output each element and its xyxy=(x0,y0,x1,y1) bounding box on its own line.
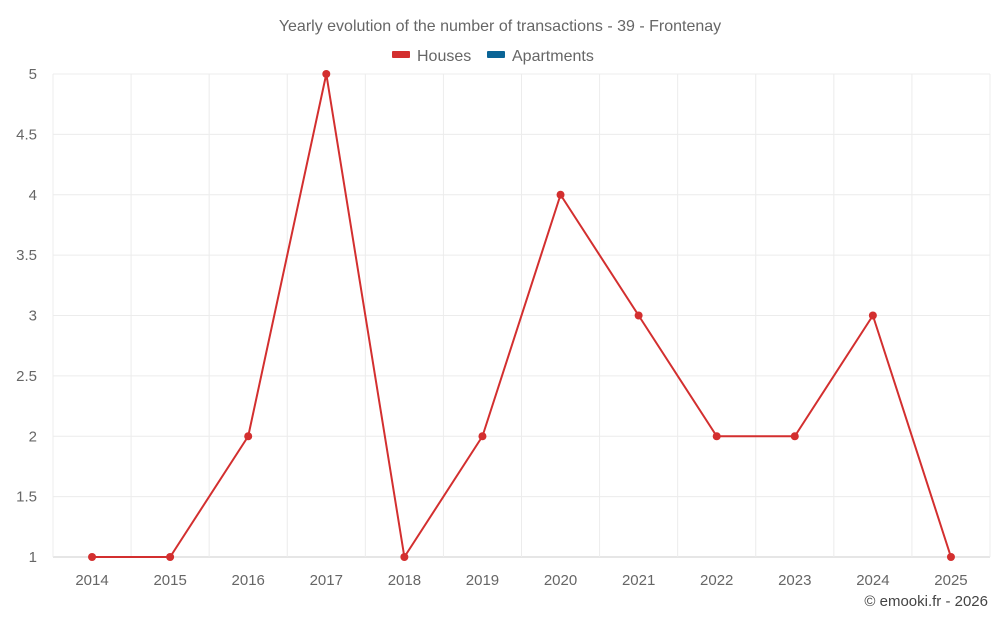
data-point-houses-2016[interactable] xyxy=(244,432,253,441)
y-tick-label: 5 xyxy=(29,66,37,83)
data-point-houses-2024[interactable] xyxy=(868,311,877,320)
y-tick-label: 4.5 xyxy=(16,126,37,143)
x-tick-label: 2015 xyxy=(153,572,186,589)
data-point-houses-2022[interactable] xyxy=(712,432,721,441)
x-tick-label: 2025 xyxy=(934,572,967,589)
y-axis: 1 1.5 2 2.5 3 3.5 4 4.5 5 xyxy=(16,66,37,566)
x-tick-label: 2022 xyxy=(700,572,733,589)
data-point-houses-2025[interactable] xyxy=(946,553,955,561)
y-tick-label: 3 xyxy=(29,308,37,325)
data-point-houses-2020[interactable] xyxy=(556,190,565,199)
data-point-houses-2017[interactable] xyxy=(322,70,331,78)
legend-swatch-houses xyxy=(392,51,410,58)
series-line-houses xyxy=(92,73,952,558)
x-tick-label: 2017 xyxy=(310,572,343,589)
data-point-houses-2021[interactable] xyxy=(634,311,643,320)
legend-label-houses: Houses xyxy=(417,48,471,65)
legend-item-apartments[interactable]: Apartments xyxy=(487,48,594,65)
y-tick-label: 2 xyxy=(29,428,37,445)
x-tick-label: 2014 xyxy=(75,572,108,589)
legend-label-apartments: Apartments xyxy=(512,48,594,65)
data-point-houses-2019[interactable] xyxy=(478,432,487,441)
y-tick-label: 3.5 xyxy=(16,247,37,264)
legend-swatch-apartments xyxy=(487,51,505,58)
x-tick-label: 2021 xyxy=(622,572,655,589)
x-tick-label: 2024 xyxy=(856,572,889,589)
legend-item-houses[interactable]: Houses xyxy=(392,48,471,65)
chart-title: Yearly evolution of the number of transa… xyxy=(279,18,721,35)
footer-credit: © emooki.fr - 2026 xyxy=(864,593,988,610)
x-axis: 2014 2015 2016 2017 2018 2019 2020 2021 2022 2023… xyxy=(75,572,967,589)
y-tick-label: 4 xyxy=(29,187,37,204)
series-houses xyxy=(88,70,955,561)
x-tick-label: 2019 xyxy=(466,572,499,589)
y-tick-label: 1.5 xyxy=(16,489,37,506)
y-tick-label: 1 xyxy=(29,549,37,566)
data-point-houses-2014[interactable] xyxy=(88,553,97,561)
x-tick-label: 2018 xyxy=(388,572,421,589)
x-tick-label: 2023 xyxy=(778,572,811,589)
x-tick-label: 2020 xyxy=(544,572,577,589)
x-tick-label: 2016 xyxy=(232,572,265,589)
data-point-houses-2018[interactable] xyxy=(400,553,409,561)
data-point-houses-2015[interactable] xyxy=(166,553,175,561)
y-tick-label: 2.5 xyxy=(16,368,37,385)
data-point-houses-2023[interactable] xyxy=(790,432,799,441)
legend: Houses Apartments xyxy=(392,48,594,65)
